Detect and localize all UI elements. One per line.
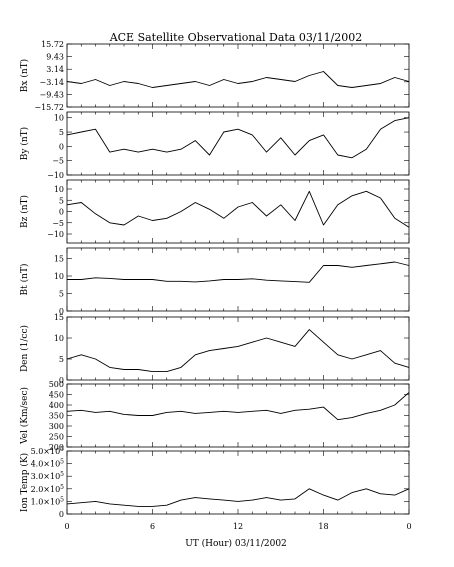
series-line-bz bbox=[66, 190, 410, 228]
y-tick-label: −10 bbox=[47, 230, 64, 239]
y-tick-label: 350 bbox=[49, 412, 64, 421]
series-line-by bbox=[66, 117, 410, 159]
y-tick-label: 15 bbox=[54, 313, 64, 322]
panel-bx: 15.72 9.43 3.14 −3.14 −9.43 −15.72 Bx (nT) bbox=[19, 40, 410, 112]
y-tick-label: −10 bbox=[47, 171, 64, 180]
y-tick-label: 5 bbox=[59, 355, 64, 364]
series-line-vel bbox=[66, 392, 410, 421]
y-tick-label: 4.0×105 bbox=[31, 459, 65, 469]
y-tick-label: 1.0×105 bbox=[31, 496, 65, 506]
y-tick-label: 2.0×105 bbox=[31, 484, 65, 494]
y-axis-label: Bx (nT) bbox=[19, 59, 30, 92]
series-line-bt bbox=[67, 261, 410, 283]
y-tick-label: 5 bbox=[59, 196, 64, 205]
y-tick-label: 500 bbox=[49, 380, 64, 389]
panel-frame bbox=[66, 316, 410, 381]
x-tick-label: 0 bbox=[64, 522, 69, 531]
y-tick-label: −5 bbox=[52, 157, 64, 166]
y-tick-label: 3.0×105 bbox=[31, 471, 65, 481]
x-tick-label: 0 bbox=[406, 522, 411, 531]
x-tick-label: 6 bbox=[150, 522, 155, 531]
series-line-iontemp bbox=[66, 488, 410, 507]
y-tick-label: 450 bbox=[49, 391, 64, 400]
y-axis-label: Bz (nT) bbox=[19, 195, 30, 228]
y-axis-label: Den (1/cc) bbox=[19, 325, 30, 372]
y-tick-label: 0 bbox=[59, 510, 64, 519]
y-tick-label: 300 bbox=[49, 422, 64, 431]
y-tick-label: 0 bbox=[59, 208, 64, 217]
x-tick-label: 12 bbox=[233, 522, 243, 531]
y-tick-label: 0 bbox=[59, 142, 64, 151]
y-tick-label: 5.0×105 bbox=[31, 446, 65, 456]
y-tick-label: 15 bbox=[54, 255, 64, 264]
y-tick-label: 5 bbox=[59, 290, 64, 299]
panel-frame bbox=[66, 179, 410, 244]
panel-frame bbox=[66, 43, 410, 108]
y-tick-label: 10 bbox=[54, 272, 64, 281]
y-tick-label: 5 bbox=[59, 128, 64, 137]
panel-den: 15 10 5 0 Den (1/cc) bbox=[19, 313, 410, 385]
y-axis-label: By (nT) bbox=[19, 127, 30, 160]
y-tick-label: 0 bbox=[59, 307, 64, 316]
y-tick-label: −3.14 bbox=[39, 78, 64, 87]
y-axis-label: Ion Temp (K) bbox=[19, 453, 30, 512]
y-tick-label: 9.43 bbox=[46, 53, 64, 62]
panel-bt: 15 10 5 0 Bt (nT) bbox=[19, 247, 410, 316]
x-tick-label: 18 bbox=[318, 522, 328, 531]
y-tick-label: −9.43 bbox=[39, 90, 64, 99]
panel-frame bbox=[66, 111, 410, 176]
y-axis-label: Bt (nT) bbox=[19, 264, 30, 296]
y-tick-label: 3.14 bbox=[46, 65, 64, 74]
y-tick-label: −15.72 bbox=[34, 103, 64, 112]
x-axis-label: UT (Hour) 03/11/2002 bbox=[185, 538, 287, 549]
y-tick-label: 250 bbox=[49, 433, 64, 442]
y-axis-label: Vel (Km/sec) bbox=[19, 387, 30, 445]
y-tick-label: 15.72 bbox=[41, 40, 64, 49]
series-line-den bbox=[66, 329, 410, 373]
panel-iontemp: 5.0×105 4.0×105 3.0×105 2.0×105 1.0×105 0 Ion … bbox=[19, 446, 410, 519]
y-tick-label: 10 bbox=[54, 114, 64, 123]
panel-bz: 10 5 0 −5 −10 Bz (nT) bbox=[19, 179, 410, 244]
panel-by: 10 5 0 −5 −10 By (nT) bbox=[19, 111, 410, 180]
y-tick-label: 10 bbox=[54, 185, 64, 194]
y-tick-label: 400 bbox=[49, 401, 64, 410]
y-tick-label: 200 bbox=[49, 443, 64, 452]
y-tick-label: 0 bbox=[59, 376, 64, 385]
series-line-bx bbox=[66, 71, 410, 88]
x-tick-labels: 0 6 12 18 0 bbox=[64, 522, 411, 531]
y-tick-label: 10 bbox=[54, 334, 64, 343]
chart-title: ACE Satellite Observational Data 03/11/2… bbox=[109, 31, 363, 44]
y-tick-label: −5 bbox=[52, 219, 64, 228]
